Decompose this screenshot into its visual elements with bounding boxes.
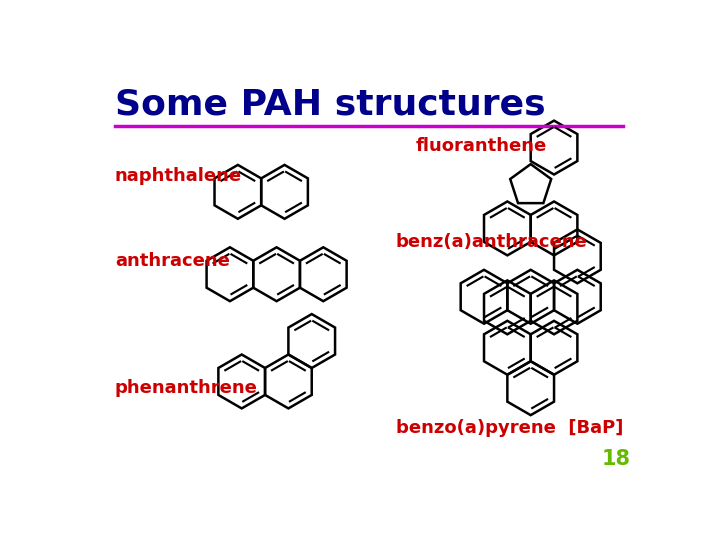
- Text: anthracene: anthracene: [115, 252, 230, 270]
- Text: benzo(a)pyrene  [BaP]: benzo(a)pyrene [BaP]: [396, 419, 624, 437]
- Text: benz(a)anthracene: benz(a)anthracene: [396, 233, 588, 251]
- Text: phenanthrene: phenanthrene: [115, 379, 258, 397]
- Text: Some PAH structures: Some PAH structures: [115, 88, 546, 122]
- Text: naphthalene: naphthalene: [115, 167, 242, 185]
- Text: 18: 18: [602, 449, 631, 469]
- Text: fluoranthene: fluoranthene: [415, 137, 546, 154]
